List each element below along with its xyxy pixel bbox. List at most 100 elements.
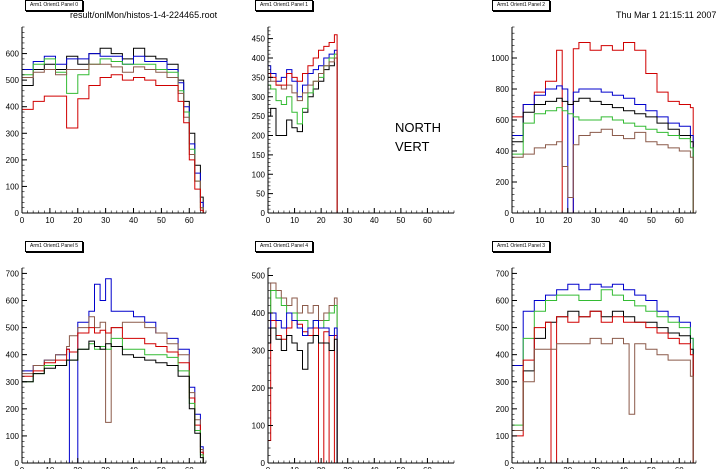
- y-tick-label: 600: [496, 116, 510, 125]
- x-tick-label: 10: [290, 466, 299, 469]
- y-tick-label: 600: [6, 297, 20, 306]
- series-brown-line: [267, 282, 454, 464]
- series-red-line: [511, 42, 696, 214]
- x-tick-label: 30: [101, 216, 110, 225]
- panel-4: 0 100 200 300 400 500 0 10 20 30 40 50 60: [252, 267, 455, 469]
- projection-label: VERT: [395, 139, 430, 154]
- panel-title-3: Arm1 Orient1 Panel 3: [492, 241, 551, 252]
- y-tick-label: 50: [256, 190, 265, 199]
- y-tick-label: 200: [252, 384, 266, 393]
- panel-2: 0 200 400 600 800 1000 0 10 20 30 40 50 60: [491, 26, 697, 225]
- y-tick-label: 300: [252, 347, 266, 356]
- y-tick-label: 600: [496, 297, 510, 306]
- y-tick-label: 0: [261, 459, 266, 468]
- y-tick-label: 100: [6, 432, 20, 441]
- y-tick-label: 300: [496, 378, 510, 387]
- y-tick-label: 150: [252, 151, 266, 160]
- x-tick-label: 40: [129, 216, 138, 225]
- y-tick-label: 200: [252, 132, 266, 141]
- panel-title-0: Arm1 Orient1 Panel 0: [25, 0, 84, 11]
- panel-5: 0 100 200 300 400 500 600 700 0 10 20 30 40 50 60: [496, 267, 697, 469]
- y-tick-label: 200: [6, 156, 20, 165]
- series-blue-line: [267, 312, 454, 464]
- file-path-label: result/onlMon/histos-1-4-224465.root: [70, 10, 218, 20]
- x-tick-label: 10: [535, 466, 544, 469]
- y-tick-label: 0: [15, 459, 20, 468]
- x-tick-label: 60: [185, 216, 194, 225]
- series-green-line: [511, 107, 696, 214]
- x-tick-label: 20: [317, 216, 326, 225]
- y-tick-label: 100: [6, 182, 20, 191]
- x-tick-label: 30: [101, 466, 110, 469]
- x-tick-label: 0: [20, 216, 25, 225]
- series-brown-line: [511, 337, 696, 464]
- x-tick-label: 30: [343, 216, 352, 225]
- series-brown-line: [21, 63, 206, 214]
- y-tick-label: 300: [6, 129, 20, 138]
- y-tick-label: 700: [496, 269, 510, 278]
- series-green-line: [511, 289, 696, 464]
- y-tick-label: 500: [6, 324, 20, 333]
- series-red-line: [21, 74, 206, 214]
- y-tick-label: 0: [505, 209, 510, 218]
- x-tick-label: 0: [20, 466, 25, 469]
- x-tick-label: 20: [73, 216, 82, 225]
- x-tick-label: 20: [563, 466, 572, 469]
- x-tick-label: 60: [185, 466, 194, 469]
- x-tick-label: 10: [535, 216, 544, 225]
- x-tick-label: 40: [129, 466, 138, 469]
- timestamp-label: Thu Mar 1 21:15:11 2007: [616, 10, 717, 20]
- x-tick-label: 10: [45, 216, 54, 225]
- y-tick-label: 600: [6, 50, 20, 59]
- y-tick-label: 400: [252, 309, 266, 318]
- series-green-line: [267, 290, 454, 464]
- x-tick-label: 0: [266, 216, 271, 225]
- x-tick-label: 0: [510, 466, 515, 469]
- series-brown-line: [511, 128, 696, 214]
- y-tick-label: 0: [261, 209, 266, 218]
- y-tick-label: 400: [496, 351, 510, 360]
- x-tick-label: 30: [343, 466, 352, 469]
- series-red-line: [267, 34, 454, 214]
- y-tick-label: 400: [496, 147, 510, 156]
- panel-title-5: Arm1 Orient1 Panel 5: [25, 241, 84, 252]
- y-tick-label: 300: [252, 93, 266, 102]
- panel-title-4: Arm1 Orient1 Panel 4: [255, 241, 314, 252]
- x-tick-label: 0: [510, 216, 515, 225]
- series-black-line: [267, 57, 454, 214]
- x-tick-label: 60: [675, 466, 684, 469]
- y-tick-label: 1000: [491, 54, 509, 63]
- y-tick-label: 100: [252, 422, 266, 431]
- panel-title-1: Arm1 Orient1 Panel 1: [255, 0, 314, 11]
- y-tick-label: 250: [252, 112, 266, 121]
- y-tick-label: 100: [252, 170, 266, 179]
- y-tick-label: 200: [6, 405, 20, 414]
- x-tick-label: 50: [157, 466, 166, 469]
- series-black-line: [267, 327, 454, 464]
- panel-title-2: Arm1 Orient1 Panel 2: [492, 0, 551, 11]
- y-tick-label: 200: [496, 178, 510, 187]
- x-tick-label: 50: [647, 466, 656, 469]
- x-tick-label: 40: [370, 216, 379, 225]
- y-tick-label: 400: [6, 103, 20, 112]
- x-tick-label: 40: [619, 466, 628, 469]
- orientation-label: NORTH: [395, 120, 441, 135]
- y-tick-label: 100: [496, 432, 510, 441]
- series-black-line: [21, 340, 206, 464]
- series-green-line: [267, 53, 454, 214]
- x-tick-label: 10: [45, 466, 54, 469]
- y-tick-label: 400: [252, 54, 266, 63]
- x-tick-label: 10: [290, 216, 299, 225]
- y-tick-label: 0: [15, 209, 20, 218]
- panel-1: 0 50 100 150 200 250 300 350 400 450 0 10 20 30 40 50 60: [252, 26, 455, 225]
- series-blue-line: [511, 85, 696, 214]
- x-tick-label: 60: [423, 216, 432, 225]
- y-tick-label: 400: [6, 351, 20, 360]
- panel-0: 0 100 200 300 400 500 600 0 10 20 30 40 50 60: [6, 26, 207, 225]
- x-tick-label: 0: [266, 466, 271, 469]
- y-tick-label: 0: [505, 459, 510, 468]
- series-red-line: [267, 320, 454, 464]
- y-tick-label: 200: [496, 405, 510, 414]
